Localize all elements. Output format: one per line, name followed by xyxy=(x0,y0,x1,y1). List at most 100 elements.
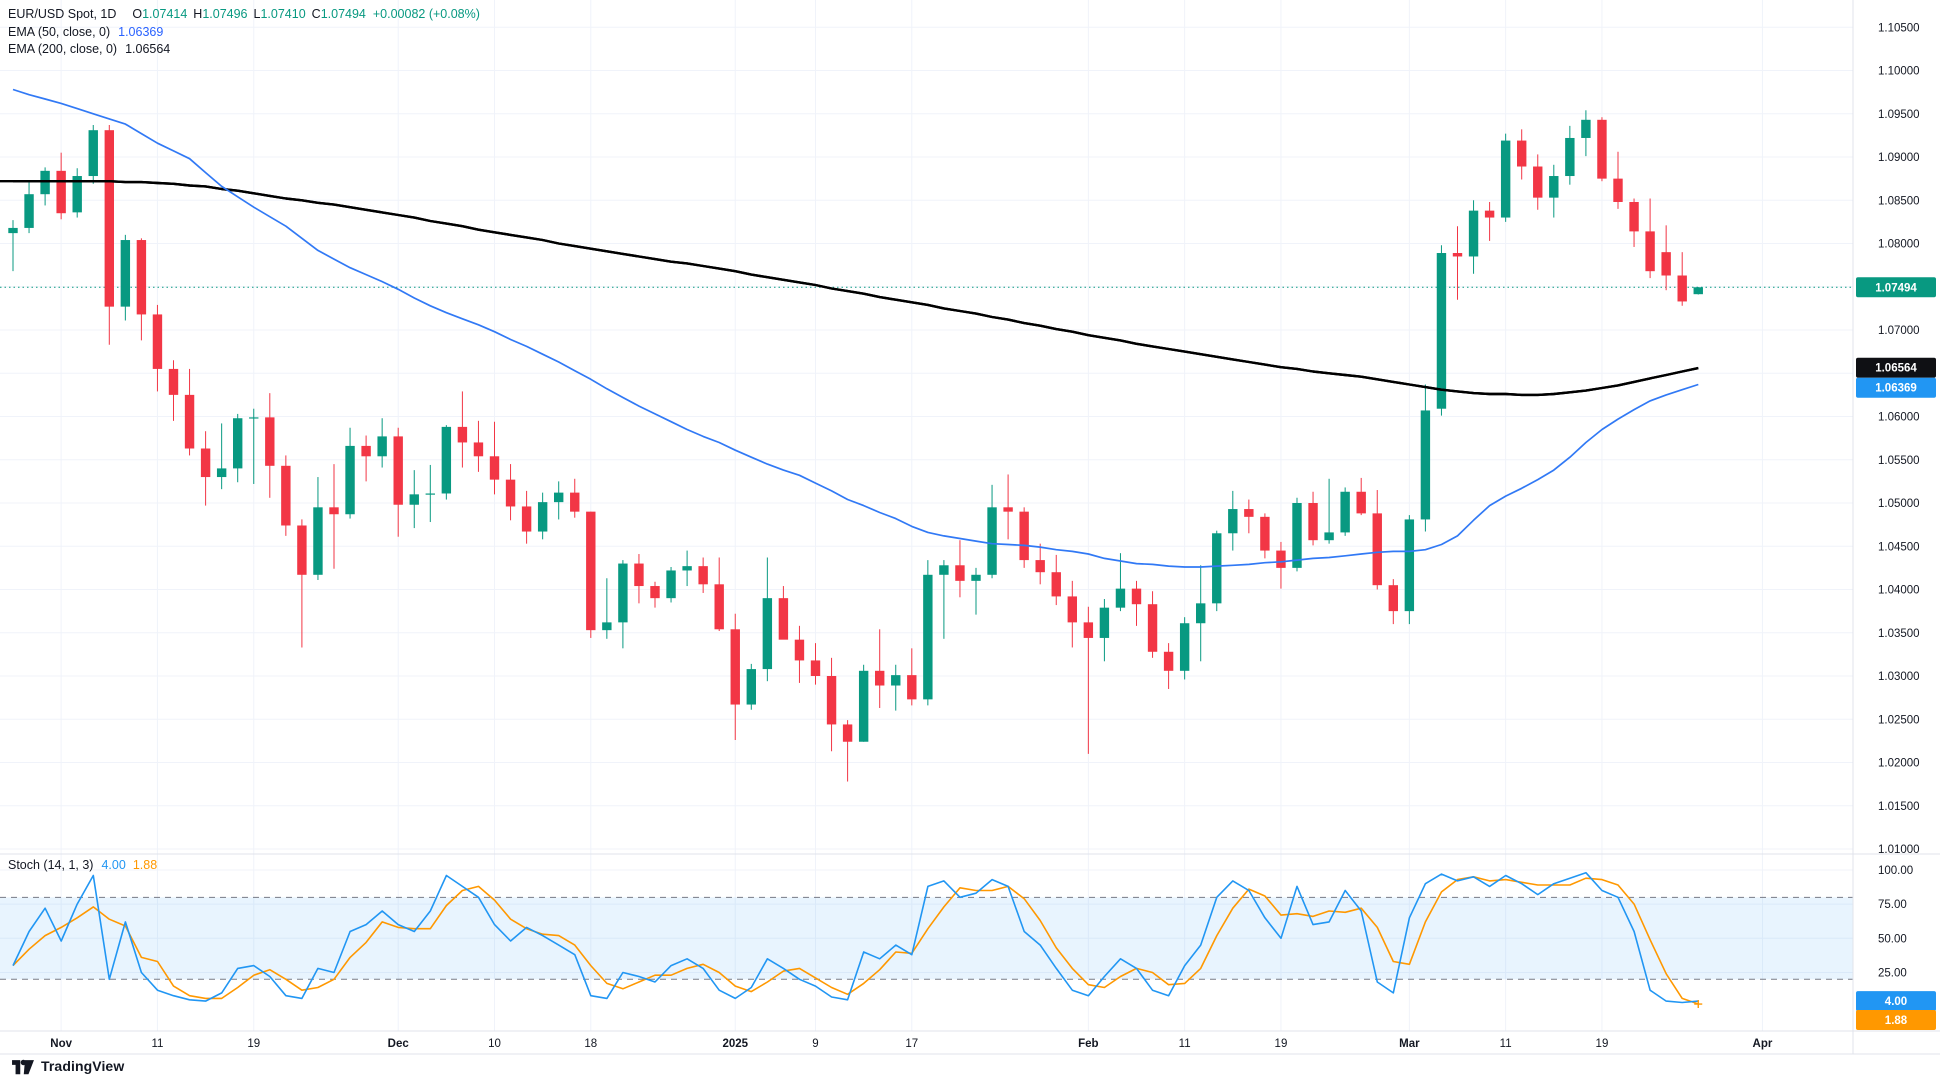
candle-body xyxy=(56,170,66,214)
candle-body xyxy=(1228,509,1238,534)
candle-body xyxy=(1244,509,1254,517)
candle-body xyxy=(666,570,676,599)
candle-body xyxy=(1083,622,1094,638)
candle-body xyxy=(955,565,965,581)
candle-body xyxy=(826,676,837,725)
price-axis-label: 1.02000 xyxy=(1878,758,1920,770)
symbol-title[interactable]: EUR/USD Spot, 1D xyxy=(8,7,117,21)
stoch-d-line[interactable] xyxy=(12,876,1699,1005)
candles-layer xyxy=(8,110,1703,782)
candle-body xyxy=(1517,140,1527,167)
price-axis-label: 1.02500 xyxy=(1878,714,1920,726)
tradingview-logo-text: TradingView xyxy=(41,1058,125,1074)
price-pane[interactable] xyxy=(0,88,1853,782)
change-value: +0.00082 (+0.08%) xyxy=(372,7,480,21)
time-axis-label: 11 xyxy=(151,1038,163,1050)
candle-body xyxy=(842,724,853,742)
ema50-legend-row[interactable]: EMA (50, close, 0) 1.06369 xyxy=(8,24,480,42)
candle-body xyxy=(1051,572,1061,597)
candle-body xyxy=(136,240,147,315)
candle-body xyxy=(1131,588,1142,605)
high-label: H xyxy=(193,7,203,21)
candle-body xyxy=(40,170,50,195)
candle-body xyxy=(1452,253,1463,257)
candle-body xyxy=(698,566,708,585)
candle-body xyxy=(1372,513,1382,586)
symbol-legend-row[interactable]: EUR/USD Spot, 1D O1.07414 H1.07496 L1.07410… xyxy=(8,6,480,24)
stoch-axis-label: 75.00 xyxy=(1878,899,1907,911)
candle-body xyxy=(650,586,660,599)
candle-body xyxy=(345,445,355,515)
candle-body xyxy=(377,436,387,457)
price-axis-label: 1.09500 xyxy=(1878,109,1920,121)
candle-body xyxy=(1388,585,1398,612)
candle-body xyxy=(361,445,371,457)
price-axis-label: 1.09000 xyxy=(1878,152,1920,164)
ema200-line-main[interactable] xyxy=(13,180,1699,397)
candle-body xyxy=(1533,166,1543,198)
candle-body xyxy=(233,418,243,469)
candle-body xyxy=(1099,607,1110,638)
price-axis-label: 1.07000 xyxy=(1878,325,1920,337)
ema200-value: 1.06564 xyxy=(125,42,171,56)
candle-body xyxy=(1356,491,1366,514)
ema50-line[interactable] xyxy=(12,88,1699,568)
candle-body xyxy=(762,598,773,670)
stoch-legend-row[interactable]: Stoch (14, 1, 3) 4.00 1.88 xyxy=(8,858,157,872)
candle-body xyxy=(505,479,516,507)
candle-body xyxy=(329,507,339,515)
price-axis[interactable]: 1.10500 1.10000 1.09500 1.09000 1.08500 1.080… xyxy=(0,0,1940,1054)
time-axis-label: Mar xyxy=(1399,1038,1420,1050)
candle-body xyxy=(120,240,131,307)
candle-body xyxy=(1035,560,1045,573)
stoch-label: Stoch (14, 1, 3) xyxy=(8,858,94,872)
time-axis-label: 19 xyxy=(1596,1038,1609,1050)
time-axis-label: 9 xyxy=(812,1038,818,1050)
stoch-last-marker xyxy=(1694,1000,1703,1009)
candle-body xyxy=(618,563,628,623)
price-axis-label: 1.01000 xyxy=(1878,844,1920,856)
time-axis-label: Apr xyxy=(1753,1038,1773,1050)
tradingview-logo[interactable]: TradingView xyxy=(12,1057,124,1075)
price-axis-label: 1.08500 xyxy=(1878,195,1920,207)
candle-body xyxy=(858,670,869,742)
price-axis-label: 1.04500 xyxy=(1878,541,1920,553)
price-axis-label: 1.04000 xyxy=(1878,585,1920,597)
svg-text:1.07494: 1.07494 xyxy=(1875,282,1917,294)
close-label: C xyxy=(311,7,321,21)
svg-text:1.88: 1.88 xyxy=(1885,1015,1908,1027)
candle-body xyxy=(281,465,291,526)
close-value: 1.07494 xyxy=(320,7,366,21)
candle-body xyxy=(168,368,179,395)
ema200-label: EMA (200, close, 0) xyxy=(8,42,118,56)
price-axis-label: 1.03000 xyxy=(1878,671,1920,683)
candle-body xyxy=(249,417,259,419)
candle-body xyxy=(1115,588,1126,608)
stoch-band xyxy=(0,897,1853,980)
candle-body xyxy=(297,525,307,575)
candle-body xyxy=(602,622,612,631)
time-axis[interactable]: Nov 11 19 Dec 10 18 2025 9 17 Feb 11 19 Mar 11 19 Apr xyxy=(0,1030,1940,1055)
stoch-k-value: 4.00 xyxy=(101,858,126,872)
time-axis-label: 19 xyxy=(247,1038,260,1050)
candle-body xyxy=(1565,137,1575,177)
price-axis-label: 1.03500 xyxy=(1878,628,1920,640)
stoch-k-line[interactable] xyxy=(12,871,1699,1004)
price-axis-label: 1.01500 xyxy=(1878,801,1920,813)
ema200-legend-row[interactable]: EMA (200, close, 0) 1.06564 xyxy=(8,41,480,59)
stoch-pane[interactable] xyxy=(0,871,1853,1009)
candle-body xyxy=(152,314,163,369)
candle-body xyxy=(1324,532,1334,541)
candle-body xyxy=(265,417,275,466)
open-label: O xyxy=(132,7,143,21)
candle-body xyxy=(794,639,805,661)
candle-body xyxy=(554,492,564,503)
ema200-badge: 1.06564 xyxy=(1856,357,1936,378)
candle-body xyxy=(1212,533,1222,604)
candle-body xyxy=(184,394,195,449)
candle-body xyxy=(1147,604,1158,652)
candle-body xyxy=(1677,275,1687,302)
candle-body xyxy=(313,507,323,575)
